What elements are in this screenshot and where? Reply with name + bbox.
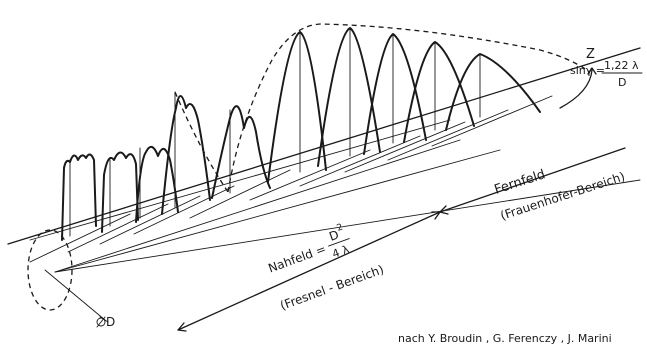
nearfield-prefix: Nahfeld =: [266, 242, 328, 276]
profile-baselines: [29, 95, 553, 263]
nearfield-denominator: 4 λ: [331, 243, 352, 261]
divergence-formula-lhs: sinγ =: [570, 64, 605, 77]
nearfield-fraction-bar: [328, 238, 350, 247]
nearfield-subtitle: (Fresnel - Bereich): [278, 262, 385, 313]
z-axis-label: Z: [586, 47, 595, 62]
farfield-dimension: [439, 147, 626, 213]
aperture-ellipse: [27, 229, 73, 311]
envelope-lower: [174, 91, 229, 193]
ray-top: [29, 119, 451, 241]
profile-near-2: [101, 151, 139, 233]
ray-upper: [54, 139, 461, 273]
farfield-title: Fernfeld: [493, 167, 548, 198]
farfield-arrow-start: [439, 205, 449, 215]
divergence-arrowhead: [587, 67, 597, 75]
profile-far-2: [317, 27, 381, 167]
divergence-arc: [559, 69, 593, 109]
divergence-formula-numerator: 1,22 λ: [604, 59, 639, 72]
aperture-leader: [44, 269, 106, 321]
aperture-diameter-label: D: [106, 315, 115, 329]
profile-far-1: [267, 31, 327, 183]
nearfield-numerator: D: [327, 227, 340, 243]
nearfield-arrow-start: [177, 322, 187, 332]
ray-outer: [54, 179, 641, 273]
profile-near-4: [161, 95, 211, 215]
profile-far-4: [403, 41, 475, 143]
diameter-slash: [96, 316, 106, 328]
nearfield-formula: Nahfeld = D 2 4 λ: [266, 222, 352, 276]
envelope-curve: [227, 23, 591, 193]
profile-near-1: [61, 153, 97, 241]
nearfield-dimension: [177, 211, 441, 331]
profile-near-3: [135, 145, 179, 223]
diameter-symbol: [96, 317, 106, 327]
credit-line: nach Y. Broudin , G. Ferenczy , J. Marin…: [398, 332, 612, 345]
nearfield-exponent: 2: [336, 222, 345, 233]
ray-lower: [54, 149, 501, 273]
profile-far-5: [445, 53, 541, 131]
divergence-formula-denominator: D: [618, 76, 626, 89]
